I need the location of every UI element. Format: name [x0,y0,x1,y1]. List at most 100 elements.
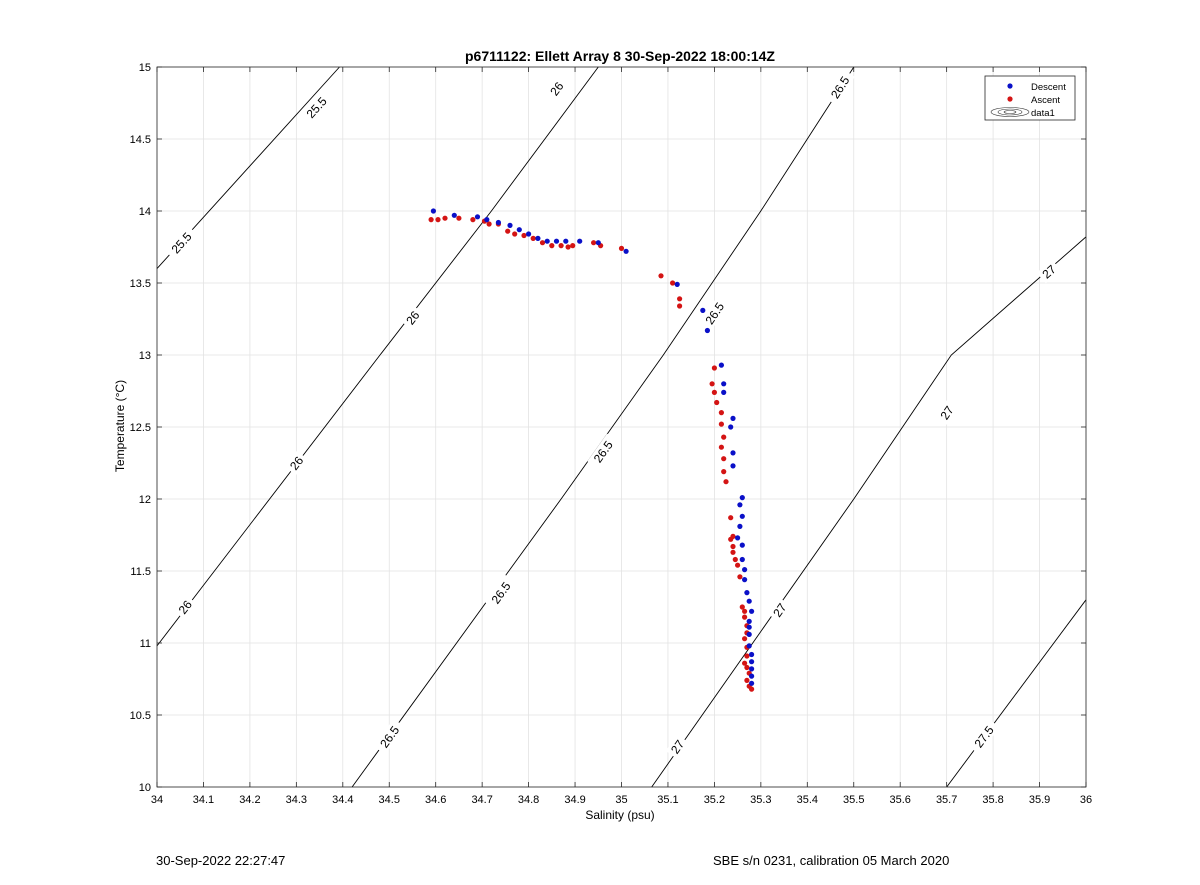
ascent-point [558,243,564,249]
footer-sensor-info: SBE s/n 0231, calibration 05 March 2020 [713,853,950,868]
descent-point [749,680,755,686]
descent-point [739,556,745,563]
y-tick-label: 12.5 [130,422,151,434]
descent-point [623,248,629,254]
ascent-point [739,604,745,610]
y-tick-label: 10 [139,782,151,794]
legend: Descent Ascent data1 [984,75,1076,121]
descent-point [430,208,436,214]
descent-point [577,238,583,244]
grid-lines [156,66,1087,788]
contour-label-group: 27 [767,597,791,623]
x-tick-label: 34.1 [193,794,214,806]
contour-label-bg [824,69,855,106]
legend-data1-label: data1 [1031,108,1055,119]
descent-point [516,227,522,233]
y-tick-label: 14 [139,206,151,218]
contour-label-bg [767,597,791,623]
descent-point [746,643,752,649]
contour-label-bg [164,225,198,260]
ascent-point [742,614,748,620]
x-tick-label: 35 [615,794,627,806]
y-tick-label: 13.5 [130,278,151,290]
x-tick-label: 35.7 [936,794,957,806]
ascent-point [505,228,511,234]
ascent-point [677,296,683,302]
descent-point [674,281,680,287]
y-tick-label: 11 [140,638,151,650]
descent-point [700,307,706,313]
ascent-point [711,365,718,371]
descent-point [737,502,743,508]
x-tick-label: 35.5 [843,794,864,806]
ascent-point [530,235,536,241]
descent-point [742,577,748,583]
x-tick-label: 34.8 [518,794,539,806]
descent-point [595,240,601,246]
contour-label-bg [699,295,730,332]
contour-label-group: 27 [935,400,959,425]
descent-point [721,389,727,395]
descent-point [721,381,727,387]
x-tick-label: 34.4 [332,794,353,806]
descent-point [739,495,745,501]
descent-point [728,424,734,430]
descent-point [739,513,745,519]
contour-label-bg [968,718,1000,755]
ascent-point [730,543,736,550]
x-tick-label: 35.8 [982,794,1003,806]
ascent-point [749,686,755,692]
ascent-point [658,273,664,279]
ascent-point [744,677,750,684]
ascent-point [711,389,718,395]
ascent-point [728,536,734,542]
ascent-point [670,280,676,286]
descent-point [749,673,755,679]
contour-label-group: 27 [665,734,689,759]
x-tick-label: 35.1 [657,794,678,806]
ascent-point [718,410,725,416]
descent-point [749,666,755,672]
ascent-point [442,215,448,221]
descent-point [742,567,748,573]
descent-point [563,238,569,244]
ascent-point [470,217,476,223]
ascent-point [742,608,748,614]
contour-label-group: 26 [400,305,425,330]
ascent-point [718,444,725,450]
x-tick-label: 34.5 [379,794,400,806]
ascent-point [728,515,734,521]
ascent-point [721,456,727,462]
contour-label-bg [935,400,959,425]
x-tick-label: 34.3 [286,794,307,806]
descent-point [507,222,513,228]
contour-label-group: 27 [1036,259,1061,284]
descent-point [484,217,490,223]
descent-series [430,208,755,686]
ascent-point [744,664,750,671]
descent-point [746,624,752,630]
ascent-point [732,556,738,563]
x-tick-label: 36 [1080,794,1092,806]
x-tick-label: 35.6 [889,794,910,806]
footer-date: 30-Sep-2022 22:27:47 [156,853,286,868]
ascent-point [709,381,715,387]
contour-label-bg [373,718,405,755]
contour-label-bg [284,450,308,476]
y-tick-label: 13 [139,350,151,362]
x-axis-label: Salinity (psu) [585,808,654,822]
contour-label-group: 26 [284,450,308,476]
legend-descent-label: Descent [1031,82,1066,93]
descent-point [704,327,711,334]
contour-label-bg [665,734,689,759]
ascent-point [618,245,625,251]
legend-descent-marker [1007,83,1013,89]
x-tick-label: 35.2 [704,794,725,806]
descent-point [746,618,752,625]
ascent-point [737,574,743,580]
descent-point [451,212,457,218]
contour-line-27.5 [946,599,1087,788]
y-axis-label: Temperature (°C) [113,380,127,472]
ascent-point [486,221,492,227]
